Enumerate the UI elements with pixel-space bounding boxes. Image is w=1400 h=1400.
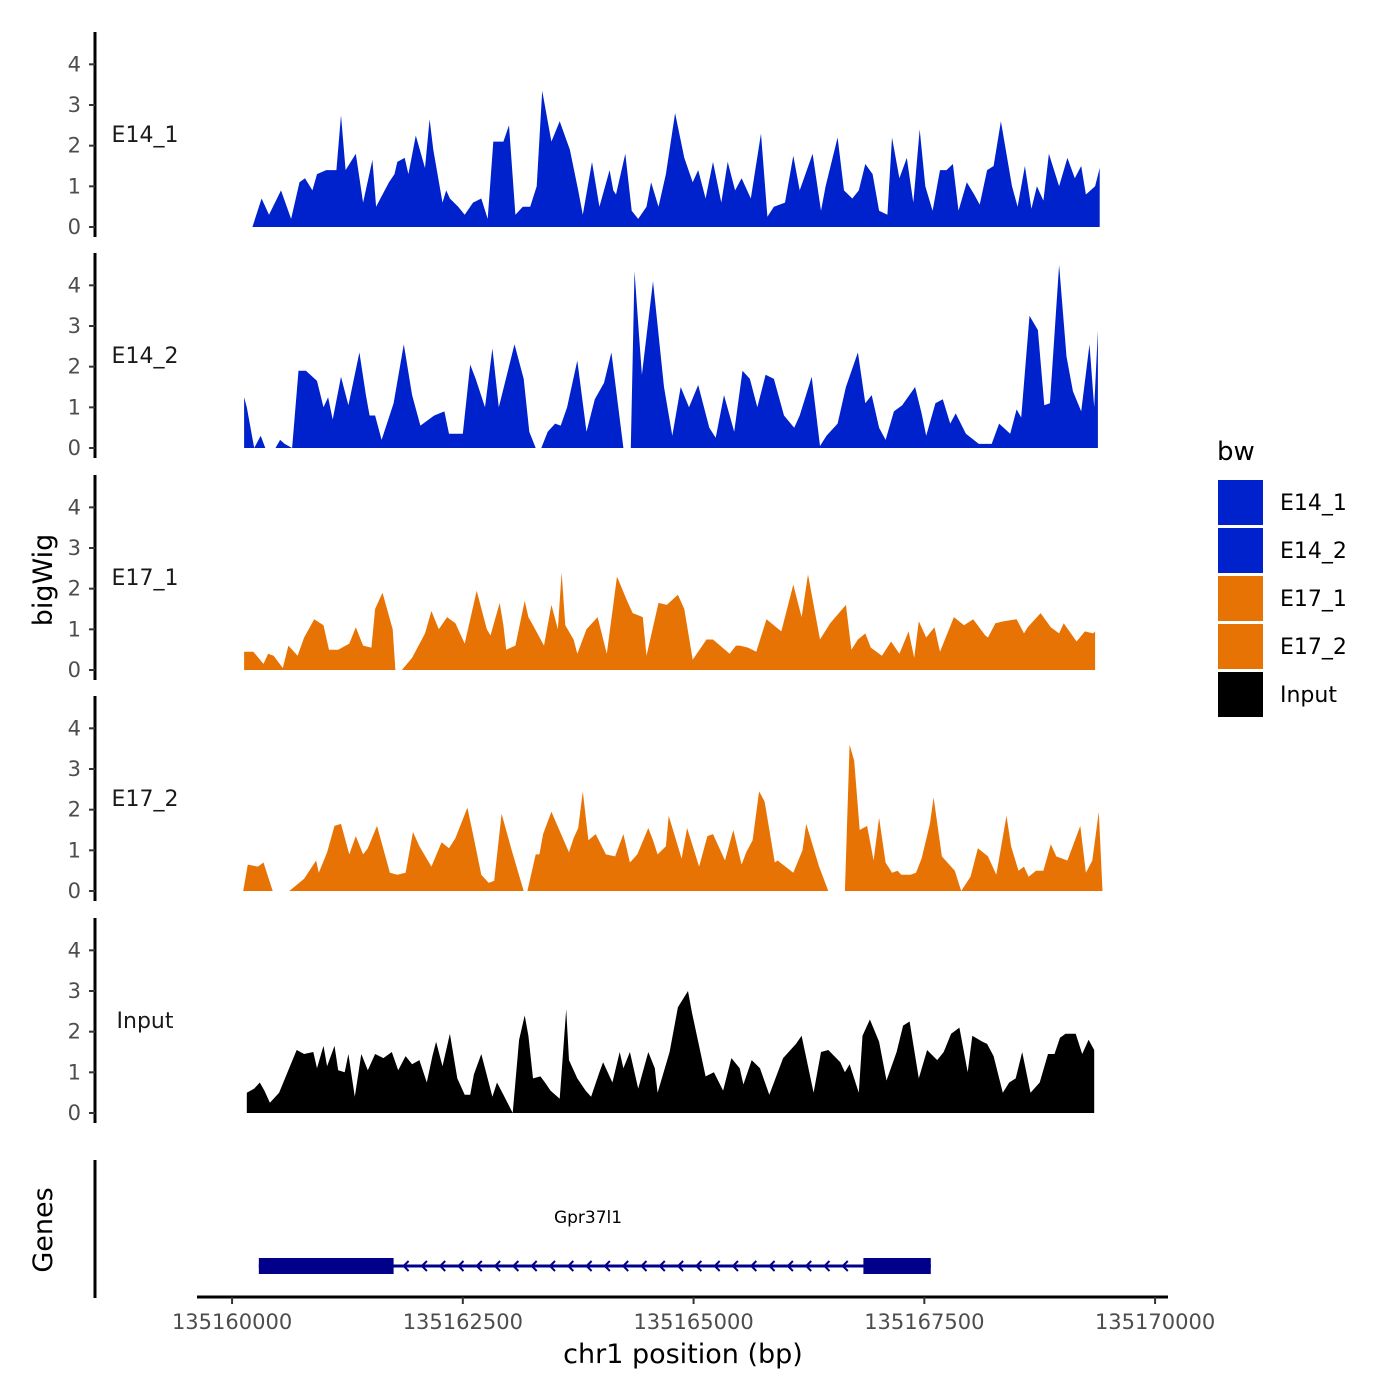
y-tick-label: 4 — [68, 52, 81, 76]
legend-entry: E17_2 — [1218, 624, 1347, 669]
x-tick-label: 135165000 — [633, 1310, 753, 1334]
legend-label: Input — [1280, 683, 1337, 708]
gene-panel: Gpr37l1 — [93, 1160, 931, 1298]
y-tick-label: 4 — [68, 938, 81, 962]
x-axis: 135160000 135162500 135165000 135167500 1351… — [172, 1295, 1215, 1334]
y-tick-label: 4 — [68, 273, 81, 297]
legend-entry: E17_1 — [1218, 576, 1347, 621]
y-tick-label: 0 — [68, 658, 81, 682]
y-tick-label: 1 — [68, 1060, 81, 1084]
strand-arrow — [640, 1260, 648, 1272]
y-tick-label: 2 — [68, 134, 81, 158]
strand-arrow — [548, 1260, 556, 1272]
legend: bw E14_1 E14_2 E17_1 E17_2 Input — [1217, 437, 1347, 717]
coverage-area — [243, 744, 1103, 891]
legend-entry: E14_1 — [1218, 480, 1347, 525]
x-tick-label: 135170000 — [1095, 1310, 1215, 1334]
track-panel-input: 0 1 2 3 4 Input — [68, 918, 1095, 1125]
strand-arrow — [823, 1260, 831, 1272]
coverage-area — [244, 572, 1096, 670]
y-tick-label: 2 — [68, 355, 81, 379]
y-tick-label: 2 — [68, 798, 81, 822]
legend-entry: Input — [1218, 672, 1337, 717]
y-tick-label: 2 — [68, 577, 81, 601]
y-tick-label: 3 — [68, 314, 81, 338]
y-tick-label: 4 — [68, 495, 81, 519]
x-tick-label: 135167500 — [864, 1310, 984, 1334]
track-label: E17_1 — [112, 566, 179, 591]
strand-arrow — [768, 1260, 776, 1272]
strand-arrow — [566, 1260, 575, 1272]
legend-swatch — [1218, 576, 1263, 621]
strand-arrow — [420, 1260, 428, 1272]
y-tick-label: 3 — [68, 979, 81, 1003]
legend-label: E14_1 — [1280, 491, 1347, 516]
track-label: Input — [117, 1009, 174, 1034]
strand-arrow — [493, 1260, 501, 1272]
strand-arrow — [749, 1260, 758, 1272]
y-tick-label: 3 — [68, 93, 81, 117]
coverage-area — [246, 991, 1095, 1113]
track-label: E14_2 — [112, 344, 179, 369]
strand-arrow — [713, 1260, 721, 1272]
y-tick-label: 1 — [68, 838, 81, 862]
y-axis-title: bigWig — [28, 534, 59, 627]
legend-swatch — [1218, 624, 1263, 669]
y-tick-label: 0 — [68, 215, 81, 239]
strand-arrow — [402, 1260, 410, 1272]
track-panel-e14-1: 0 1 2 3 4 E14_1 — [68, 32, 1100, 239]
track-panel-e17-1: 0 1 2 3 4 E17_1 — [68, 475, 1096, 682]
coverage-area — [244, 265, 1098, 448]
strand-arrow — [585, 1260, 593, 1272]
track-panel-e14-2: 0 1 2 3 4 E14_2 — [68, 253, 1098, 460]
strand-arrow — [841, 1260, 849, 1272]
strand-arrow — [786, 1260, 794, 1272]
x-axis-title: chr1 position (bp) — [563, 1339, 803, 1370]
strand-arrow — [475, 1260, 483, 1272]
strand-arrow — [804, 1260, 812, 1272]
gene-name-label: Gpr37l1 — [554, 1208, 622, 1228]
strand-arrow — [658, 1260, 666, 1272]
strand-arrow — [457, 1260, 465, 1272]
strand-arrow — [438, 1260, 446, 1272]
gene-model: Gpr37l1 — [258, 1208, 931, 1274]
exon — [863, 1258, 931, 1274]
track-label: E14_1 — [112, 123, 179, 148]
y-tick-label: 0 — [68, 1101, 81, 1125]
track-panel-e17-2: 0 1 2 3 4 E17_2 — [68, 696, 1103, 903]
y-tick-label: 0 — [68, 436, 81, 460]
strand-arrow — [731, 1260, 739, 1272]
strand-arrow — [530, 1260, 538, 1272]
legend-swatch — [1218, 528, 1263, 573]
exon — [258, 1258, 394, 1274]
coverage-area — [252, 90, 1100, 227]
y-tick-label: 0 — [68, 879, 81, 903]
legend-title: bw — [1217, 437, 1255, 467]
y-tick-label: 1 — [68, 617, 81, 641]
track-panels: 0 1 2 3 4 E14_1 0 1 2 3 4 E14_2 0 1 2 3 4 E17_1 0 1 2 3 4 E17_2… — [68, 32, 1103, 1125]
legend-label: E17_2 — [1280, 635, 1347, 660]
y-tick-label: 1 — [68, 174, 81, 198]
legend-label: E14_2 — [1280, 539, 1347, 564]
track-label: E17_2 — [112, 787, 179, 812]
legend-swatch — [1218, 480, 1263, 525]
strand-arrow — [621, 1260, 629, 1272]
x-tick-label: 135162500 — [403, 1310, 523, 1334]
strand-arrow — [603, 1260, 611, 1272]
y-tick-label: 1 — [68, 395, 81, 419]
strand-arrow — [511, 1260, 520, 1272]
legend-entry: E14_2 — [1218, 528, 1347, 573]
strand-arrow — [694, 1260, 703, 1272]
y-tick-label: 4 — [68, 716, 81, 740]
legend-label: E17_1 — [1280, 587, 1347, 612]
y-tick-label: 3 — [68, 536, 81, 560]
strand-arrow — [676, 1260, 684, 1272]
legend-swatch — [1218, 672, 1263, 717]
x-tick-label: 135160000 — [172, 1310, 292, 1334]
y-tick-label: 2 — [68, 1020, 81, 1044]
y-tick-label: 3 — [68, 757, 81, 781]
gene-panel-title: Genes — [28, 1187, 59, 1272]
